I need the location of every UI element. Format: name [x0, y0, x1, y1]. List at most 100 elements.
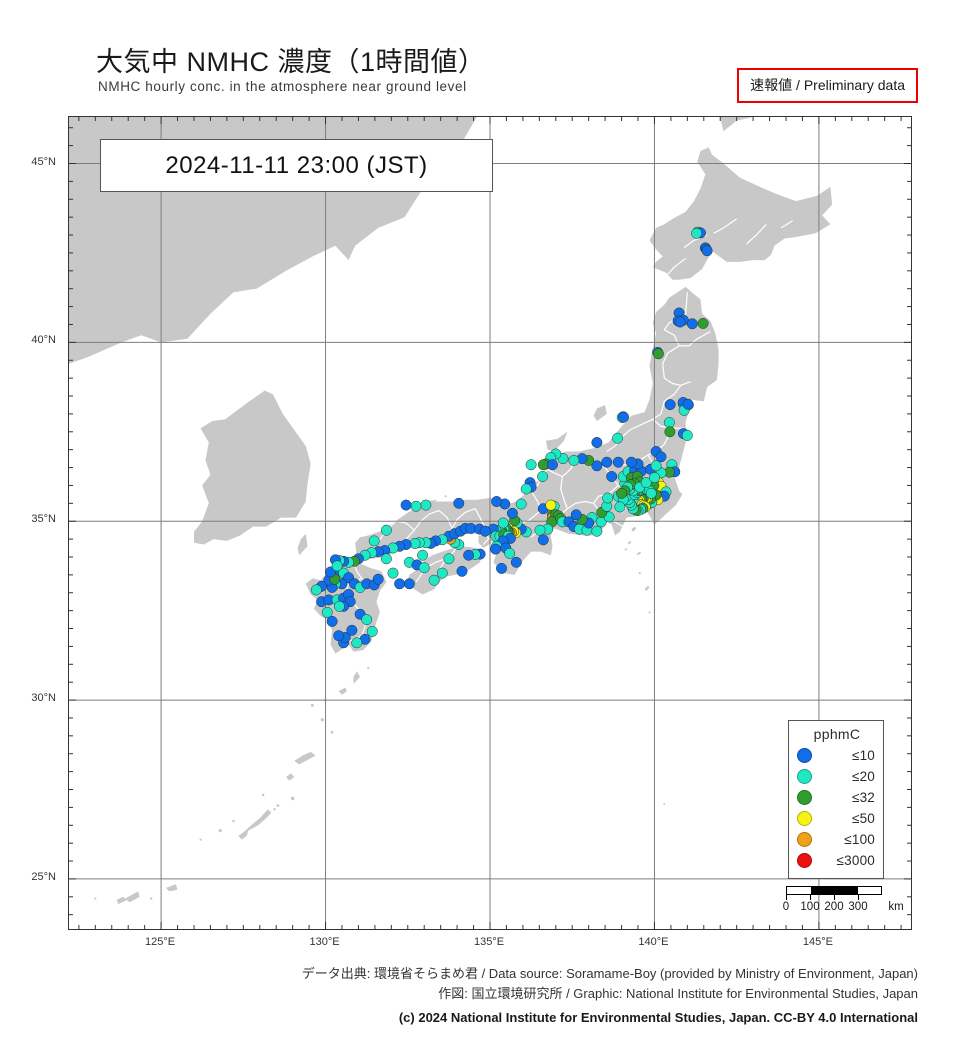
- landmass-korea: [194, 390, 311, 545]
- map-svg: [69, 117, 911, 929]
- station-point: [681, 429, 693, 441]
- station-point: [545, 499, 557, 511]
- station-point: [321, 606, 333, 618]
- station-point: [547, 459, 558, 471]
- lat-tick-label: 40°N: [31, 334, 56, 347]
- station-point: [645, 487, 657, 499]
- islet-4: [218, 829, 222, 833]
- legend-swatch-icon: [797, 790, 812, 805]
- axis-tick-layer: [69, 117, 911, 929]
- landmass-hachijo: [644, 585, 650, 591]
- legend-swatch-icon: [797, 811, 812, 826]
- scale-bar-tick: [834, 895, 835, 900]
- islet-3: [232, 819, 235, 823]
- station-point: [368, 535, 380, 547]
- legend-item[interactable]: ≤10: [797, 745, 877, 766]
- legend-item-label: ≤32: [851, 790, 875, 805]
- station-point: [463, 549, 475, 561]
- landmass-noto: [545, 431, 568, 452]
- station-point: [380, 553, 392, 565]
- station-point: [310, 584, 322, 596]
- islet-10: [330, 730, 334, 734]
- prefecture-border-54: [780, 220, 793, 229]
- scale-bar-tick: [858, 895, 859, 900]
- legend-swatch-icon: [797, 853, 812, 868]
- prefecture-border-5: [619, 418, 654, 440]
- station-points-layer: [310, 226, 713, 649]
- landmass-tokunoshima: [286, 773, 295, 781]
- prefecture-border-20: [547, 468, 563, 478]
- scale-bar-tick-label: 100: [800, 901, 820, 913]
- islet-16: [663, 802, 666, 805]
- footer-graphic-credit: 作図: 国立環境研究所 / Graphic: National Institut…: [438, 986, 918, 1001]
- legend-item[interactable]: ≤50: [797, 808, 877, 829]
- station-point: [537, 459, 549, 471]
- scale-bar-unit-label: km: [888, 901, 904, 913]
- station-point: [418, 562, 430, 574]
- landmass-oshima: [631, 526, 637, 532]
- landmass-tanegashima: [353, 671, 361, 684]
- islet-6: [261, 793, 265, 797]
- station-point: [490, 543, 502, 555]
- legend-item-label: ≤3000: [836, 853, 875, 868]
- station-point: [420, 499, 432, 511]
- station-point: [663, 417, 675, 428]
- map-canvas[interactable]: [68, 116, 912, 930]
- islet-2: [273, 808, 276, 811]
- station-point: [664, 399, 676, 411]
- landmass-nijima: [627, 540, 632, 545]
- station-point: [515, 498, 527, 510]
- station-point: [652, 348, 664, 360]
- station-point: [601, 456, 613, 468]
- islet-7: [320, 718, 324, 722]
- landmass-tsushima: [297, 533, 308, 556]
- legend-item[interactable]: ≤3000: [797, 850, 877, 871]
- station-point: [496, 562, 507, 574]
- station-point: [701, 245, 713, 257]
- prefecture-border-30: [451, 508, 476, 529]
- scale-bar-labels: 0 100 200 300 km: [783, 901, 906, 915]
- legend-rows: ≤10 ≤20 ≤32 ≤50 ≤100 ≤3000: [797, 745, 877, 871]
- islet-5: [199, 838, 202, 841]
- prefecture-border-3: [652, 384, 682, 420]
- station-point: [525, 459, 537, 471]
- station-point: [616, 487, 628, 499]
- station-point: [612, 432, 624, 444]
- landmass-yakushima: [338, 687, 347, 695]
- scale-bar: 0 100 200 300 km: [783, 886, 906, 915]
- page-title: 大気中 NMHC 濃度（1時間値）: [96, 47, 486, 77]
- prefecture-border-53: [746, 223, 767, 245]
- landmass-miyako: [166, 884, 178, 892]
- islet-12: [94, 897, 97, 900]
- islet-18: [444, 495, 447, 498]
- station-point: [443, 553, 455, 565]
- station-point: [697, 317, 709, 329]
- islet-1: [276, 804, 280, 807]
- station-point: [625, 456, 637, 468]
- legend-item[interactable]: ≤20: [797, 766, 877, 787]
- landmass-sadogashima: [593, 405, 607, 422]
- landmass-amami: [294, 751, 316, 765]
- station-point: [510, 556, 522, 568]
- station-point: [331, 560, 343, 572]
- scale-bar-segment: [787, 887, 811, 894]
- station-point: [506, 507, 518, 519]
- scale-bar-segment: [834, 887, 858, 894]
- prefecture-border-18: [560, 476, 568, 509]
- prefecture-border-33: [413, 509, 440, 531]
- islet-14: [638, 572, 641, 575]
- legend-item-label: ≤10: [851, 748, 875, 763]
- legend-item[interactable]: ≤32: [797, 787, 877, 808]
- landmass-ishigaki: [124, 891, 140, 903]
- station-point: [428, 574, 440, 586]
- footer-copyright: (c) 2024 National Institute for Environm…: [398, 1010, 918, 1025]
- scale-bar-tick: [786, 895, 787, 900]
- lon-tick-label: 145°E: [802, 936, 833, 948]
- legend-item[interactable]: ≤100: [797, 829, 877, 850]
- station-point: [491, 496, 503, 507]
- station-point: [650, 460, 662, 472]
- station-point: [346, 624, 358, 636]
- scale-bar-segment: [810, 887, 834, 894]
- lat-tick-label: 25°N: [31, 870, 56, 883]
- station-point: [649, 472, 660, 484]
